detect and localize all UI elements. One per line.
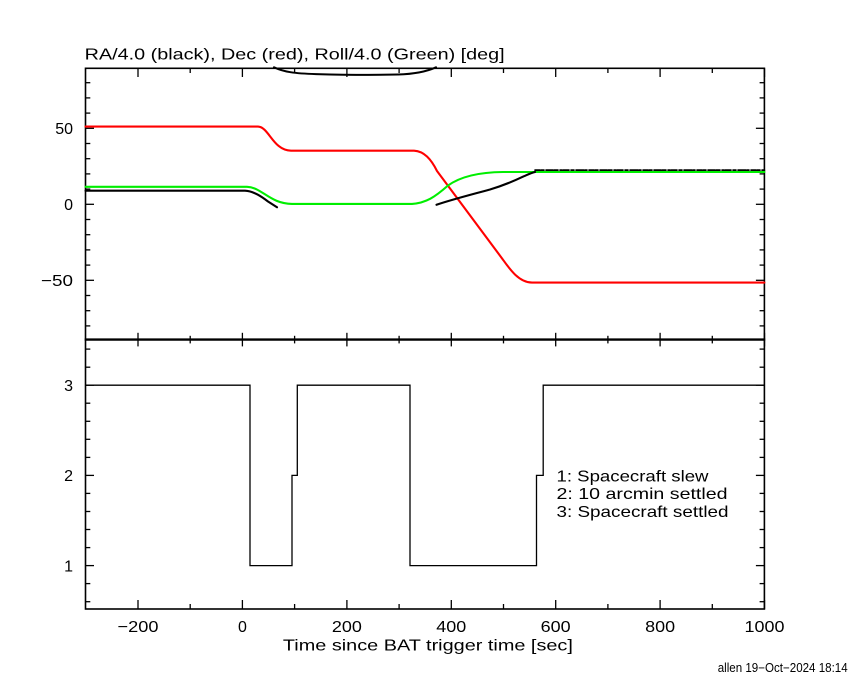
svg-text:50: 50	[55, 121, 73, 138]
svg-text:400: 400	[436, 619, 466, 636]
svg-text:0: 0	[238, 619, 247, 636]
svg-text:RA/4.0 (black), Dec (red), Rol: RA/4.0 (black), Dec (red), Roll/4.0 (Gre…	[85, 47, 505, 64]
svg-text:−50: −50	[41, 273, 73, 290]
svg-text:1000: 1000	[745, 619, 785, 636]
svg-text:1: Spacecraft slew: 1: Spacecraft slew	[557, 468, 710, 485]
svg-text:800: 800	[645, 619, 675, 636]
svg-text:−200: −200	[118, 619, 159, 636]
svg-text:2: 10 arcmin settled: 2: 10 arcmin settled	[557, 486, 728, 503]
svg-text:Time since BAT trigger time [s: Time since BAT trigger time [sec]	[283, 638, 573, 655]
svg-text:200: 200	[332, 619, 362, 636]
svg-text:0: 0	[64, 197, 73, 214]
svg-text:allen 19−Oct−2024 18:14: allen 19−Oct−2024 18:14	[718, 661, 848, 675]
svg-text:1: 1	[64, 558, 73, 575]
svg-text:3: 3	[64, 378, 73, 395]
svg-text:600: 600	[541, 619, 571, 636]
svg-text:2: 2	[64, 468, 73, 485]
svg-text:3: Spacecraft settled: 3: Spacecraft settled	[557, 504, 729, 521]
